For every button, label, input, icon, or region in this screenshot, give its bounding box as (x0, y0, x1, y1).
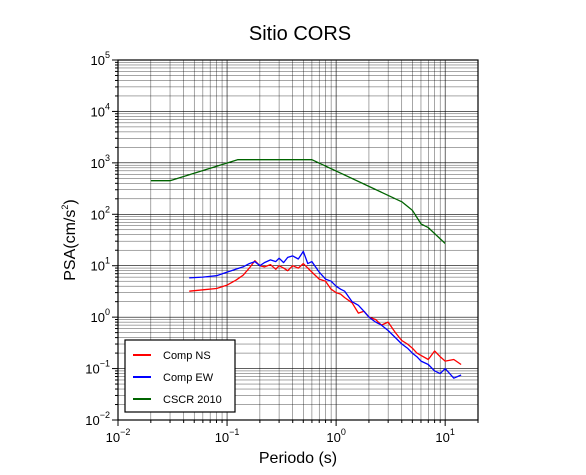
y-tick-label-base: 10 (91, 53, 105, 68)
y-axis-label: PSA(cm/s2) (60, 199, 79, 280)
series-line-2 (189, 250, 462, 379)
x-tick-label-exp: −1 (229, 427, 239, 437)
series-line-3 (150, 159, 446, 244)
x-tick-labels: 10−2 10−1 100 101 (106, 427, 455, 445)
x-tick-label-base: 10 (215, 430, 229, 445)
legend-label-2: Comp EW (163, 372, 214, 384)
legend: Comp NS Comp EW CSCR 2010 (124, 339, 236, 413)
y-tick-label-base: 10 (91, 259, 105, 274)
axis-ticks (112, 59, 479, 426)
y-tick-label: 103 (91, 153, 110, 171)
y-tick-label-exp: −2 (100, 410, 110, 420)
y-tick-label-exp: 1 (105, 256, 110, 266)
grid (117, 59, 479, 421)
y-tick-label: 104 (91, 101, 110, 119)
x-tick-label-base: 10 (435, 430, 449, 445)
y-tick-label-exp: −1 (100, 359, 110, 369)
x-tick-label: 101 (435, 427, 454, 445)
y-axis-label-exp: 2 (60, 205, 70, 210)
y-tick-label: 10−1 (85, 359, 110, 377)
y-tick-label-base: 10 (91, 156, 105, 171)
y-axis-label-close: ) (62, 199, 79, 204)
y-tick-label-exp: 0 (105, 307, 110, 317)
x-tick-label-exp: 1 (450, 427, 455, 437)
plot-frame (117, 59, 479, 421)
x-tick-label: 10−2 (106, 427, 131, 445)
x-tick-label-base: 10 (326, 430, 340, 445)
x-tick-label: 10−1 (215, 427, 240, 445)
y-tick-label-base: 10 (85, 362, 99, 377)
legend-label-3: CSCR 2010 (163, 394, 222, 406)
y-tick-label-base: 10 (91, 310, 105, 325)
x-tick-label-exp: 0 (341, 427, 346, 437)
y-tick-label: 100 (91, 307, 110, 325)
y-tick-label-exp: 4 (105, 101, 110, 111)
x-tick-label-exp: −2 (120, 427, 130, 437)
y-tick-label-exp: 5 (105, 50, 110, 60)
x-axis-label: Periodo (s) (259, 450, 337, 467)
x-tick-label: 100 (326, 427, 345, 445)
y-tick-label-exp: 2 (105, 204, 110, 214)
y-tick-label: 105 (91, 50, 110, 68)
y-tick-label: 102 (91, 204, 110, 222)
y-axis-label-base: PSA(cm/s (62, 210, 79, 281)
y-tick-label-base: 10 (85, 413, 99, 428)
series-layer (150, 159, 462, 379)
chart-title: Sitio CORS (249, 23, 351, 45)
y-tick-label-base: 10 (91, 104, 105, 119)
y-tick-label-exp: 3 (105, 153, 110, 163)
y-tick-label: 10−2 (85, 410, 110, 428)
x-tick-label-base: 10 (106, 430, 120, 445)
legend-label-1: Comp NS (163, 350, 211, 362)
y-tick-label: 101 (91, 256, 110, 274)
y-tick-label-base: 10 (91, 207, 105, 222)
